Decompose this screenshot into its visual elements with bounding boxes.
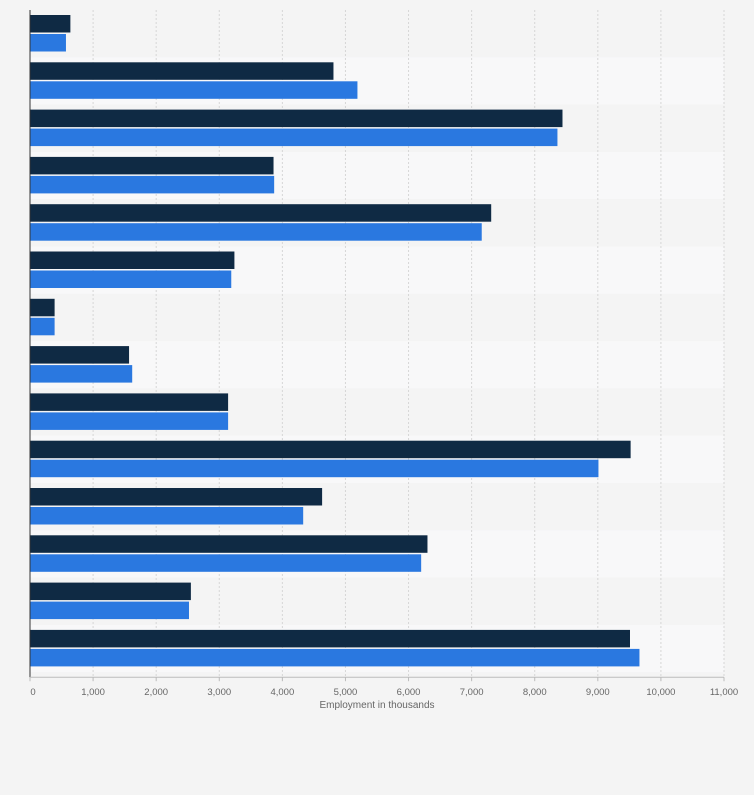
bar-series-1 bbox=[30, 629, 630, 648]
x-tick-label: 2,000 bbox=[144, 687, 168, 698]
x-tick-label: 6,000 bbox=[397, 687, 421, 698]
x-tick-label: 4,000 bbox=[270, 687, 294, 698]
bar-series-1 bbox=[30, 251, 235, 269]
x-tick-label: 7,000 bbox=[460, 687, 484, 698]
bar-series-1 bbox=[30, 298, 55, 317]
bar-series-1 bbox=[30, 346, 130, 364]
x-tick-label: 1,000 bbox=[81, 687, 105, 698]
bar-series-2 bbox=[30, 459, 599, 478]
bars bbox=[30, 15, 640, 667]
bar-series-1 bbox=[30, 393, 229, 411]
row-band bbox=[30, 10, 724, 58]
x-tick-label: 5,000 bbox=[334, 687, 358, 698]
x-tick-label: 10,000 bbox=[646, 687, 675, 698]
bar-series-2 bbox=[30, 34, 66, 52]
x-tick-label: 0 bbox=[30, 687, 35, 698]
bar-series-1 bbox=[30, 156, 274, 175]
bar-series-2 bbox=[30, 648, 640, 667]
bar-series-2 bbox=[30, 270, 232, 288]
bar-series-2 bbox=[30, 81, 358, 99]
row-band bbox=[30, 341, 724, 389]
bar-series-2 bbox=[30, 507, 304, 525]
bar-series-2 bbox=[30, 365, 133, 383]
axes bbox=[29, 10, 724, 678]
x-tick-label: 11,000 bbox=[710, 687, 738, 698]
bar-series-1 bbox=[30, 440, 631, 459]
x-tick-label: 3,000 bbox=[207, 687, 231, 698]
bar-series-1 bbox=[30, 109, 563, 128]
row-bands bbox=[30, 10, 724, 673]
bar-series-2 bbox=[30, 412, 229, 430]
bar-series-2 bbox=[30, 554, 422, 572]
x-axis-label: Employment in thousands bbox=[319, 700, 434, 711]
bar-series-2 bbox=[30, 601, 189, 620]
bar-series-1 bbox=[30, 582, 191, 601]
bar-series-2 bbox=[30, 223, 482, 241]
row-band bbox=[30, 293, 724, 342]
bar-series-2 bbox=[30, 128, 558, 147]
bar-series-1 bbox=[30, 488, 323, 506]
bar-series-1 bbox=[30, 535, 428, 553]
bar-series-2 bbox=[30, 175, 275, 194]
bar-series-2 bbox=[30, 317, 55, 336]
bar-series-1 bbox=[30, 204, 492, 222]
x-tick-labels: 0 1,000 2,000 3,000 4,000 5,000 6,000 7,000 8,00… bbox=[29, 677, 738, 698]
bar-series-1 bbox=[30, 15, 71, 33]
bar-series-1 bbox=[30, 62, 334, 80]
x-tick-label: 9,000 bbox=[586, 687, 610, 698]
x-tick-label: 8,000 bbox=[523, 687, 547, 698]
